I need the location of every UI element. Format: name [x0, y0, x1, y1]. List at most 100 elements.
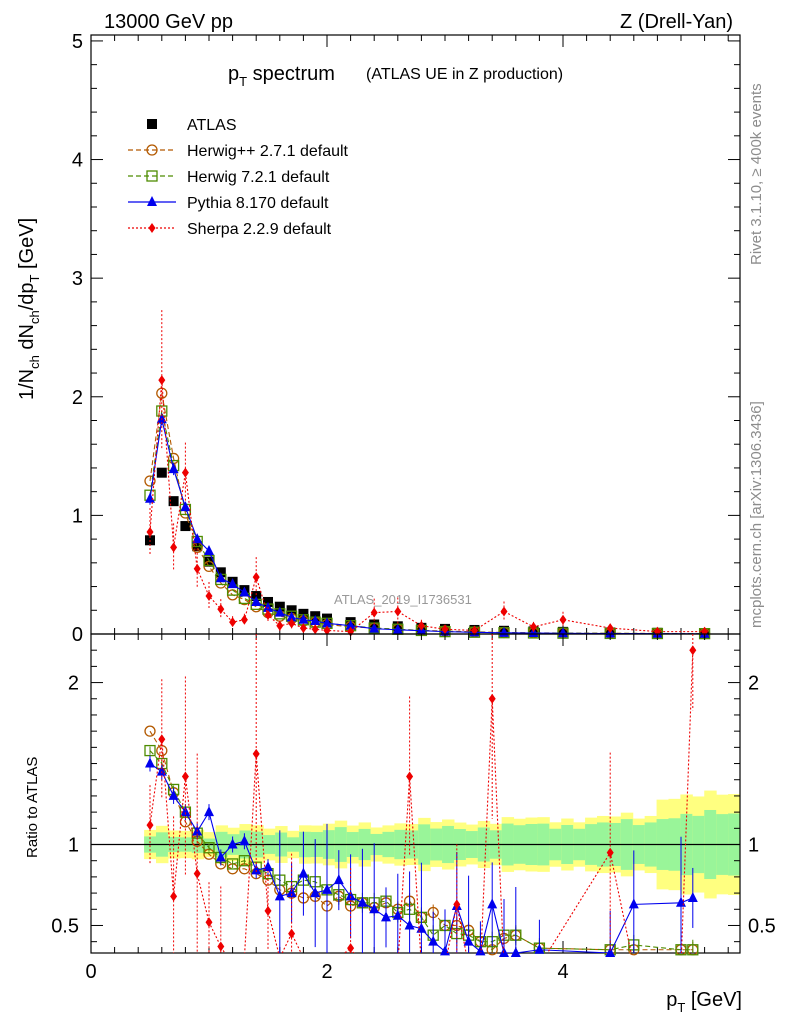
data-marker: [311, 624, 319, 635]
title-rest: spectrum: [247, 63, 335, 85]
series-line: [149, 393, 705, 634]
ratio-y-tick-label: 2: [68, 673, 79, 695]
legend-marker: [148, 223, 156, 233]
data-marker: [274, 606, 285, 617]
data-marker: [310, 614, 321, 625]
data-marker: [168, 496, 179, 507]
legend-label: Herwig 7.2.1 default: [187, 169, 330, 186]
data-marker: [215, 572, 226, 583]
data-marker: [144, 725, 156, 737]
ratio-frame: [90, 633, 741, 954]
data-marker: [227, 578, 238, 589]
data-marker: [475, 945, 486, 956]
data-marker: [370, 607, 378, 618]
data-marker: [286, 605, 297, 616]
data-marker: [605, 947, 616, 957]
data-marker: [263, 861, 273, 872]
data-marker: [404, 919, 415, 930]
data-marker: [203, 554, 215, 567]
data-marker: [510, 947, 521, 957]
data-marker: [369, 903, 380, 914]
data-marker: [144, 475, 156, 487]
data-marker: [181, 467, 189, 478]
data-marker: [264, 905, 272, 916]
data-marker: [252, 748, 260, 759]
data-marker: [299, 623, 307, 634]
main-y-tick-label: 4: [72, 150, 83, 172]
data-marker: [238, 855, 251, 867]
main-y-tick-label: 2: [72, 387, 83, 409]
data-marker: [323, 625, 331, 636]
data-marker: [192, 533, 203, 544]
data-marker: [180, 521, 191, 532]
data-marker: [453, 899, 461, 910]
data-marker: [406, 771, 414, 782]
data-marker: [417, 620, 425, 631]
data-marker: [416, 922, 427, 933]
data-marker: [217, 604, 225, 615]
data-marker: [488, 693, 496, 704]
data-marker: [264, 610, 272, 621]
data-marker: [687, 944, 699, 956]
data-marker: [274, 890, 285, 901]
ratio-y-axis-label: Ratio to ATLAS: [24, 757, 41, 858]
data-marker: [170, 542, 178, 553]
data-marker: [239, 835, 250, 846]
title-main: p: [228, 63, 239, 85]
data-marker: [193, 868, 201, 879]
ratio-y-tick-label-right: 1: [748, 835, 759, 857]
data-marker: [322, 617, 332, 628]
data-marker: [158, 375, 166, 386]
data-marker: [239, 586, 250, 597]
legend-label: Herwig++ 2.7.1 default: [187, 143, 349, 160]
mcplots-label: mcplots.cern.ch [arXiv:1306.3436]: [748, 401, 765, 628]
series-line: [149, 419, 705, 634]
legend: ATLAS Herwig++ 2.7.1 default Herwig 7.2.1 …: [128, 117, 349, 238]
data-marker: [204, 544, 214, 555]
data-marker: [530, 621, 537, 632]
data-marker: [333, 874, 344, 885]
data-marker: [394, 606, 402, 617]
ratio-y-tick-label: 0.5: [51, 915, 79, 937]
ratio-y-tick-label-right: 2: [748, 673, 759, 695]
header-channel-label: Z (Drell-Yan): [620, 11, 733, 33]
legend-label: Pythia 8.170 default: [187, 195, 329, 212]
main-y-axis-label: 1/Nch dNch/dpT [GeV]: [16, 218, 42, 400]
legend-label: Sherpa 2.2.9 default: [187, 221, 332, 238]
data-marker: [310, 887, 321, 898]
data-marker: [298, 867, 309, 878]
ratio-y-tick-label: 1: [68, 835, 79, 857]
data-marker: [369, 622, 380, 633]
data-marker: [288, 928, 296, 939]
main-y-tick-label: 5: [72, 31, 83, 53]
data-marker: [145, 757, 155, 768]
data-marker: [534, 943, 545, 954]
data-marker: [168, 789, 179, 800]
ratio-plot-panel: 0 2 4 0.5 0.5 1 1 2 2: [51, 633, 776, 983]
data-marker: [170, 891, 178, 902]
data-marker: [288, 618, 296, 629]
data-marker: [168, 463, 179, 474]
data-marker: [487, 898, 498, 909]
data-marker: [252, 572, 260, 583]
data-marker: [440, 945, 450, 956]
header-process-label: 13000 GeV pp: [104, 11, 233, 33]
data-marker: [606, 847, 614, 858]
data-marker: [156, 744, 168, 757]
data-marker: [180, 806, 191, 817]
data-marker: [463, 935, 474, 946]
legend-marker: [146, 170, 158, 182]
data-marker: [428, 935, 439, 946]
data-marker: [251, 864, 262, 875]
data-marker: [606, 623, 614, 634]
data-marker: [345, 890, 356, 901]
data-marker: [158, 734, 166, 745]
x-tick-label: 0: [85, 961, 96, 983]
data-marker: [205, 591, 213, 602]
data-marker: [628, 898, 639, 909]
data-marker: [215, 851, 226, 862]
data-marker: [205, 917, 213, 928]
data-marker: [559, 614, 567, 625]
data-marker: [499, 947, 509, 957]
